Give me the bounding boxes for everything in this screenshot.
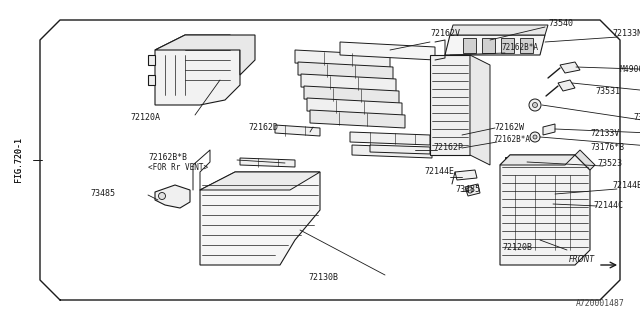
- Polygon shape: [148, 75, 155, 85]
- Polygon shape: [560, 62, 580, 73]
- Text: 72162B*A: 72162B*A: [494, 135, 531, 145]
- Polygon shape: [350, 132, 430, 145]
- Polygon shape: [500, 155, 590, 265]
- Text: 72120B: 72120B: [502, 243, 532, 252]
- Text: 73540: 73540: [548, 20, 573, 28]
- Polygon shape: [298, 62, 393, 80]
- Polygon shape: [304, 86, 399, 104]
- Text: 72162D: 72162D: [248, 123, 278, 132]
- Polygon shape: [445, 35, 545, 55]
- Polygon shape: [240, 158, 295, 167]
- Polygon shape: [520, 38, 533, 53]
- Text: 72162W: 72162W: [494, 123, 524, 132]
- Text: 73176*A: 73176*A: [633, 114, 640, 123]
- Polygon shape: [310, 110, 405, 128]
- Polygon shape: [505, 157, 530, 165]
- Circle shape: [530, 132, 540, 142]
- Text: 72162V: 72162V: [430, 28, 460, 37]
- Text: 72133N: 72133N: [612, 29, 640, 38]
- Text: 73523: 73523: [597, 159, 622, 169]
- Text: 73485: 73485: [90, 188, 115, 197]
- Polygon shape: [450, 25, 548, 35]
- Polygon shape: [200, 172, 320, 265]
- Text: <FOR Rr VENT>: <FOR Rr VENT>: [148, 164, 208, 172]
- Polygon shape: [340, 42, 435, 60]
- Polygon shape: [275, 125, 320, 136]
- Polygon shape: [155, 35, 240, 105]
- Text: 72144E: 72144E: [424, 167, 454, 177]
- Polygon shape: [501, 38, 514, 53]
- Circle shape: [529, 99, 541, 111]
- Polygon shape: [295, 50, 390, 68]
- Text: FIG.720-1: FIG.720-1: [13, 138, 22, 182]
- Text: A720001487: A720001487: [576, 299, 625, 308]
- Polygon shape: [155, 185, 190, 208]
- Text: FRONT: FRONT: [569, 255, 595, 265]
- Circle shape: [467, 187, 473, 193]
- Polygon shape: [537, 190, 559, 200]
- Text: 73176*B: 73176*B: [590, 143, 624, 153]
- Text: 72144E: 72144E: [612, 180, 640, 189]
- Polygon shape: [482, 38, 495, 53]
- Text: 72133V: 72133V: [590, 129, 620, 138]
- Text: 72120A: 72120A: [130, 114, 160, 123]
- Text: 72162B*A: 72162B*A: [502, 44, 539, 52]
- Polygon shape: [155, 35, 255, 75]
- Polygon shape: [430, 55, 470, 155]
- Polygon shape: [352, 145, 432, 158]
- Text: M490008: M490008: [620, 66, 640, 75]
- Text: 72144C: 72144C: [593, 201, 623, 210]
- Polygon shape: [535, 200, 555, 210]
- Polygon shape: [500, 155, 575, 165]
- Text: 73485: 73485: [455, 185, 480, 194]
- Circle shape: [532, 102, 538, 108]
- Polygon shape: [575, 150, 595, 170]
- Polygon shape: [370, 145, 430, 154]
- Polygon shape: [465, 184, 480, 196]
- Polygon shape: [455, 170, 477, 180]
- Polygon shape: [200, 172, 320, 190]
- Circle shape: [159, 193, 166, 199]
- Polygon shape: [463, 38, 476, 53]
- Polygon shape: [470, 55, 490, 165]
- Polygon shape: [543, 124, 555, 135]
- Circle shape: [533, 135, 537, 139]
- Text: FIG.720-1: FIG.720-1: [13, 138, 22, 182]
- Polygon shape: [148, 55, 155, 65]
- Text: 72162P: 72162P: [433, 143, 463, 153]
- Polygon shape: [307, 98, 402, 116]
- Text: 72130B: 72130B: [308, 274, 338, 283]
- Polygon shape: [301, 74, 396, 92]
- Polygon shape: [558, 80, 575, 91]
- Text: 72162B*B: 72162B*B: [148, 153, 187, 162]
- Text: 73531: 73531: [595, 87, 620, 97]
